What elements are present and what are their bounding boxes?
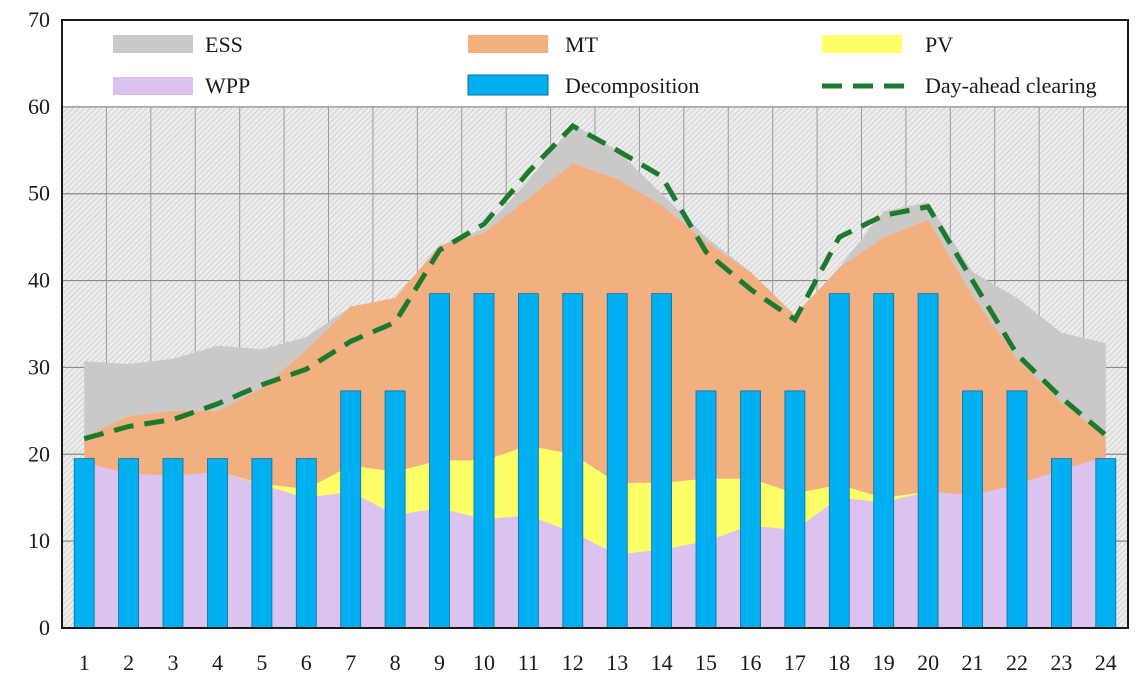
decomposition-bar-23 [1051, 458, 1072, 629]
x-tick-label: 19 [873, 650, 895, 675]
y-tick-label: 30 [28, 354, 50, 379]
legend-label-pv: PV [925, 32, 953, 57]
x-tick-label: 14 [651, 650, 673, 675]
decomposition-bar-12 [562, 293, 584, 629]
y-tick-label: 0 [39, 615, 50, 640]
x-tick-label: 1 [79, 650, 90, 675]
legend-swatch-wpp [113, 77, 193, 95]
decomposition-bar-10 [473, 293, 495, 629]
legend-label-day-ahead: Day-ahead clearing [925, 73, 1097, 98]
legend-swatch-decomposition [467, 74, 549, 96]
decomposition-bar-11 [518, 293, 539, 629]
x-axis-ticks: 1 2 3 4 5 6 7 8 9 10 11 12 13 14 15 16 17 18 19 20 21 22 23 24 [79, 650, 1117, 675]
area-pv [84, 445, 1106, 555]
area-mt [84, 163, 1106, 498]
x-tick-label: 13 [606, 650, 628, 675]
decomposition-bar-6 [295, 458, 317, 629]
x-tick-label: 23 [1050, 650, 1072, 675]
x-tick-label: 24 [1095, 650, 1117, 675]
x-tick-label: 22 [1006, 650, 1028, 675]
decomposition-bar-4 [207, 458, 228, 629]
decomposition-bar-1 [73, 458, 95, 629]
legend-label-mt: MT [565, 32, 599, 57]
area-ess [84, 124, 1106, 437]
legend-swatch-pv [822, 35, 902, 53]
y-tick-label: 70 [28, 7, 50, 32]
x-tick-label: 8 [390, 650, 401, 675]
decomposition-bar-24 [1095, 458, 1117, 629]
x-tick-label: 21 [962, 650, 984, 675]
x-tick-label: 9 [434, 650, 445, 675]
x-tick-label: 20 [917, 650, 939, 675]
x-tick-label: 11 [518, 650, 539, 675]
decomposition-bar-8 [384, 390, 406, 629]
x-tick-label: 2 [123, 650, 134, 675]
decomposition-bars [73, 293, 1117, 629]
legend-swatch-mt [468, 35, 548, 53]
legend: ESS MT PV WPP Decomposition Day-ahead cl… [113, 32, 1097, 98]
legend-label-ess: ESS [205, 32, 243, 57]
x-tick-label: 6 [301, 650, 312, 675]
decomposition-bar-20 [917, 293, 939, 629]
area-wpp [84, 456, 1106, 628]
y-tick-label: 60 [28, 94, 50, 119]
x-tick-label: 3 [168, 650, 179, 675]
decomposition-bar-14 [651, 293, 672, 629]
decomposition-bar-22 [1006, 390, 1028, 629]
x-tick-label: 16 [739, 650, 761, 675]
decomposition-bar-13 [606, 293, 628, 629]
y-tick-label: 20 [28, 441, 50, 466]
decomposition-bar-21 [962, 390, 983, 629]
decomposition-bar-3 [162, 458, 184, 629]
decomposition-bar-7 [340, 390, 362, 629]
x-tick-label: 17 [784, 650, 806, 675]
x-tick-label: 4 [212, 650, 223, 675]
legend-label-decomposition: Decomposition [565, 73, 699, 98]
x-tick-label: 12 [562, 650, 584, 675]
x-tick-label: 10 [473, 650, 495, 675]
decomposition-bar-16 [740, 390, 761, 629]
decomposition-bar-5 [251, 458, 273, 629]
stacked-areas [84, 124, 1106, 628]
x-tick-label: 5 [256, 650, 267, 675]
decomposition-bar-2 [118, 458, 139, 629]
x-tick-label: 15 [695, 650, 717, 675]
legend-swatch-ess [113, 35, 193, 53]
decomposition-bar-18 [828, 293, 850, 629]
decomposition-bar-19 [873, 293, 895, 629]
decomposition-bar-17 [784, 390, 806, 629]
y-tick-label: 10 [28, 528, 50, 553]
decomposition-bar-9 [429, 293, 450, 629]
decomposition-bar-15 [695, 390, 717, 629]
x-tick-label: 7 [345, 650, 356, 675]
y-tick-label: 50 [28, 181, 50, 206]
x-tick-label: 18 [828, 650, 850, 675]
y-axis-ticks: 0 10 20 30 40 50 60 70 [28, 7, 50, 640]
y-tick-label: 40 [28, 268, 50, 293]
plot-frame [61, 19, 1129, 629]
day-ahead-clearing-line [83, 122, 1108, 442]
legend-label-wpp: WPP [205, 73, 250, 98]
